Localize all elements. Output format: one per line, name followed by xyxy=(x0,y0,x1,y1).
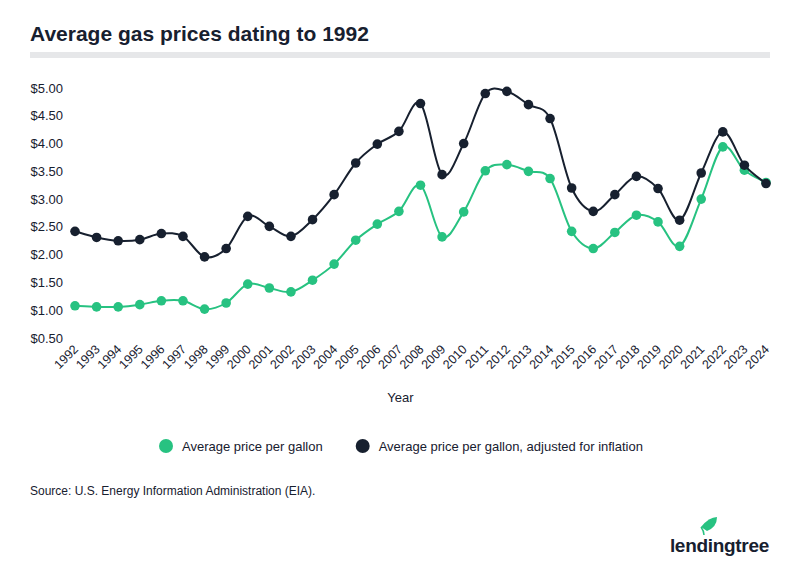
x-axis: 1992199319941995199619971998199920002001… xyxy=(52,342,773,372)
y-tick-label: $2.00 xyxy=(30,247,63,262)
point xyxy=(70,227,80,237)
legend-label: Average price per gallon, adjusted for i… xyxy=(379,439,643,454)
point xyxy=(502,160,512,170)
legend: Average price per gallon Average price pe… xyxy=(159,439,643,454)
point xyxy=(610,190,620,200)
point xyxy=(308,275,318,285)
source-note: Source: U.S. Energy Information Administ… xyxy=(30,484,315,498)
point xyxy=(70,301,80,311)
point xyxy=(502,87,512,97)
point xyxy=(632,210,642,220)
line xyxy=(75,146,766,309)
logo-leaf xyxy=(701,517,717,531)
point xyxy=(545,174,555,184)
point xyxy=(653,217,663,227)
point xyxy=(157,296,167,306)
point xyxy=(135,235,145,245)
y-tick-label: $0.50 xyxy=(30,331,63,346)
point xyxy=(243,279,253,289)
point xyxy=(113,302,123,312)
point xyxy=(588,244,598,254)
point xyxy=(459,207,469,217)
point xyxy=(394,207,404,217)
point xyxy=(567,183,577,193)
series xyxy=(70,142,771,314)
point xyxy=(200,304,210,314)
y-tick-label: $4.00 xyxy=(30,136,63,151)
y-tick-label: $1.50 xyxy=(30,275,63,290)
point xyxy=(632,172,642,182)
point xyxy=(696,168,706,178)
y-tick-label: $5.00 xyxy=(30,81,63,96)
point xyxy=(329,259,339,269)
point xyxy=(524,167,534,177)
x-tick-label: 2024 xyxy=(743,342,773,372)
point xyxy=(416,180,426,190)
point xyxy=(373,139,383,149)
point xyxy=(286,287,296,297)
point xyxy=(265,283,275,293)
point xyxy=(437,232,447,242)
y-tick-label: $3.00 xyxy=(30,192,63,207)
point xyxy=(351,158,361,168)
legend-marker xyxy=(159,439,173,453)
title: Average gas prices dating to 1992 xyxy=(30,22,369,45)
point xyxy=(157,229,167,239)
point xyxy=(178,296,188,306)
logo-text: lendingtree xyxy=(670,535,769,556)
point xyxy=(718,127,728,137)
series xyxy=(70,87,771,262)
point xyxy=(718,142,728,152)
legend-label: Average price per gallon xyxy=(182,439,323,454)
point xyxy=(178,232,188,242)
line xyxy=(75,88,766,257)
y-tick-label: $4.50 xyxy=(30,108,63,123)
legend-marker xyxy=(356,439,370,453)
title-rule xyxy=(30,52,770,58)
point xyxy=(524,100,534,110)
point xyxy=(740,160,750,170)
point xyxy=(92,233,102,243)
point xyxy=(113,236,123,246)
plot-area xyxy=(70,87,771,314)
point xyxy=(221,244,231,254)
point xyxy=(286,232,296,242)
point xyxy=(329,190,339,200)
chart: Average gas prices dating to 1992 $0.50 $1… xyxy=(0,0,800,570)
point xyxy=(696,194,706,204)
point xyxy=(545,114,555,124)
x-axis-title: Year xyxy=(387,390,414,405)
y-axis: $0.50 $1.00 $1.50 $2.00 $2.50 $3.00 $3.50 $4.00… xyxy=(30,81,63,346)
point xyxy=(675,215,685,225)
point xyxy=(92,302,102,312)
point xyxy=(480,166,490,176)
point xyxy=(308,215,318,225)
y-tick-label: $3.50 xyxy=(30,164,63,179)
logo-stem xyxy=(701,527,704,535)
point xyxy=(653,184,663,194)
y-tick-label: $1.00 xyxy=(30,303,63,318)
point xyxy=(200,252,210,262)
point xyxy=(243,212,253,222)
point xyxy=(675,242,685,252)
point xyxy=(588,207,598,217)
point xyxy=(351,235,361,245)
point xyxy=(480,89,490,99)
point xyxy=(265,222,275,232)
point xyxy=(221,298,231,308)
point xyxy=(135,300,145,310)
point xyxy=(610,228,620,238)
point xyxy=(394,127,404,137)
point xyxy=(459,139,469,149)
point xyxy=(437,170,447,180)
logo: lendingtree xyxy=(670,517,769,556)
y-tick-label: $2.50 xyxy=(30,219,63,234)
point xyxy=(373,219,383,229)
point xyxy=(761,179,771,189)
point xyxy=(416,99,426,109)
point xyxy=(567,227,577,237)
